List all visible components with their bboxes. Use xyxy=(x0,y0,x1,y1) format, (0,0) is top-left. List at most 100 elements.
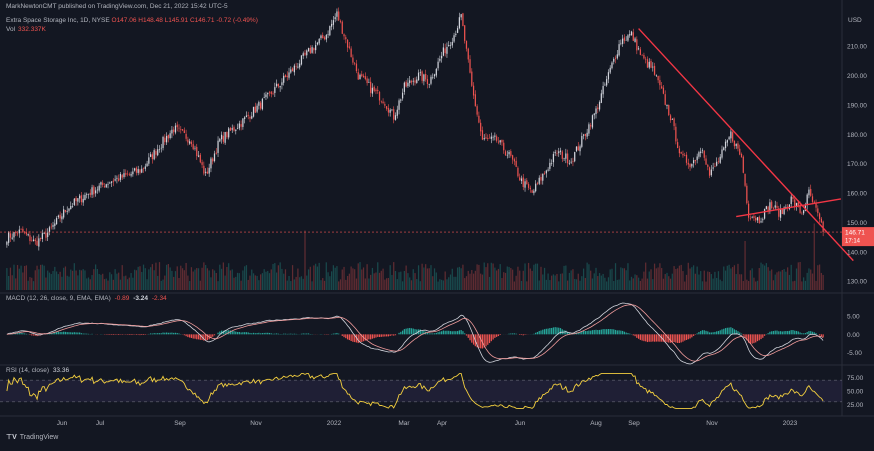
macd-histogram-bar xyxy=(608,329,609,334)
candle-body xyxy=(65,210,66,212)
macd-legend[interactable]: MACD (12, 26, close, 9, EMA, EMA) -0.89 … xyxy=(6,295,167,302)
candle-body xyxy=(83,199,84,203)
macd-histogram-bar xyxy=(20,333,21,334)
candle-body xyxy=(610,68,611,73)
candle-body xyxy=(434,74,435,76)
macd-histogram-bar xyxy=(555,327,556,334)
candle-body xyxy=(74,199,75,205)
macd-histogram-bar xyxy=(166,333,167,335)
macd-histogram-bar xyxy=(544,329,545,334)
volume-bar xyxy=(249,276,250,290)
volume-bar xyxy=(672,274,673,290)
macd-histogram-bar xyxy=(711,332,712,334)
volume-bar xyxy=(102,274,103,290)
macd-histogram-bar xyxy=(615,330,616,334)
macd-histogram-bar xyxy=(19,333,20,334)
candle-body xyxy=(436,69,437,75)
volume-bar xyxy=(437,282,438,290)
macd-histogram-bar xyxy=(789,331,790,335)
macd-histogram-bar xyxy=(461,330,462,334)
volume-bar xyxy=(106,279,107,290)
volume-bar xyxy=(260,274,261,290)
candle-body xyxy=(567,154,568,164)
volume-bar xyxy=(482,275,483,290)
volume-bar xyxy=(20,266,21,290)
volume-bar xyxy=(441,280,442,290)
volume-bar xyxy=(274,263,275,290)
macd-histogram-bar xyxy=(152,334,153,335)
volume-bar xyxy=(189,281,190,290)
macd-histogram-bar xyxy=(587,331,588,334)
candle-body xyxy=(448,45,449,46)
volume-bar xyxy=(704,271,705,290)
macd-histogram-bar xyxy=(647,334,648,342)
volume-bar xyxy=(665,274,666,290)
volume-bar xyxy=(283,274,284,290)
macd-histogram-bar xyxy=(308,333,309,334)
candle-body xyxy=(375,90,376,91)
volume-bar xyxy=(226,267,227,290)
candle-body xyxy=(72,206,73,207)
candle-body xyxy=(572,161,573,162)
ohlc-values: O147.06 H148.48 L145.91 C146.71 -0.72 (-… xyxy=(112,17,258,24)
candle-body xyxy=(201,162,202,165)
volume-bar xyxy=(766,263,767,290)
macd-histogram-bar xyxy=(491,334,492,341)
volume-bar xyxy=(448,277,449,290)
rsi-legend[interactable]: RSI (14, close) 33.36 xyxy=(6,367,69,374)
symbol-legend: Extra Space Storage Inc, 1D, NYSE O147.0… xyxy=(6,17,258,24)
candle-body xyxy=(702,150,703,151)
candle-body xyxy=(654,66,655,75)
candle-body xyxy=(308,48,309,51)
volume-bar xyxy=(359,262,360,290)
candle-body xyxy=(191,142,192,144)
volume-bar xyxy=(794,281,795,290)
volume-bar xyxy=(214,270,215,290)
volume-bar xyxy=(404,271,405,290)
volume-bar xyxy=(491,263,492,290)
candle-body xyxy=(313,48,314,50)
macd-histogram-bar xyxy=(673,334,674,342)
volume-bar xyxy=(821,273,822,290)
candle-body xyxy=(551,163,552,164)
candle-body xyxy=(810,189,811,196)
candle-body xyxy=(489,138,490,139)
volume-bar xyxy=(594,273,595,290)
macd-histogram-bar xyxy=(382,334,383,336)
macd-histogram-bar xyxy=(141,334,142,335)
candle-body xyxy=(42,233,43,239)
volume-bar xyxy=(15,278,16,290)
macd-histogram-bar xyxy=(592,330,593,334)
macd-histogram-bar xyxy=(755,334,756,342)
candle-body xyxy=(576,147,577,151)
candle-body xyxy=(592,115,593,127)
macd-histogram-bar xyxy=(590,331,591,335)
candle-body xyxy=(547,170,548,171)
macd-histogram-bar xyxy=(626,333,627,335)
macd-histogram-bar xyxy=(730,327,731,334)
macd-histogram-bar xyxy=(338,334,339,335)
volume-bar xyxy=(29,277,30,290)
candle-body xyxy=(668,105,669,115)
volume-bar xyxy=(132,278,133,290)
volume-bar xyxy=(668,276,669,290)
candle-body xyxy=(290,69,291,72)
macd-histogram-bar xyxy=(400,332,401,335)
candle-body xyxy=(162,137,163,148)
candle-body xyxy=(280,86,281,87)
volume-bar xyxy=(519,271,520,290)
candle-body xyxy=(10,233,11,237)
last-price-label: 146.71 xyxy=(845,229,865,236)
candle-body xyxy=(91,187,92,194)
candle-body xyxy=(578,146,579,150)
volume-value: 332.337K xyxy=(18,26,46,33)
macd-histogram-bar xyxy=(301,334,302,335)
time-tick-label: Sep xyxy=(174,420,186,427)
candle-body xyxy=(248,115,249,116)
volume-bar xyxy=(354,269,355,290)
volume-bar xyxy=(256,276,257,290)
candle-body xyxy=(414,80,415,82)
